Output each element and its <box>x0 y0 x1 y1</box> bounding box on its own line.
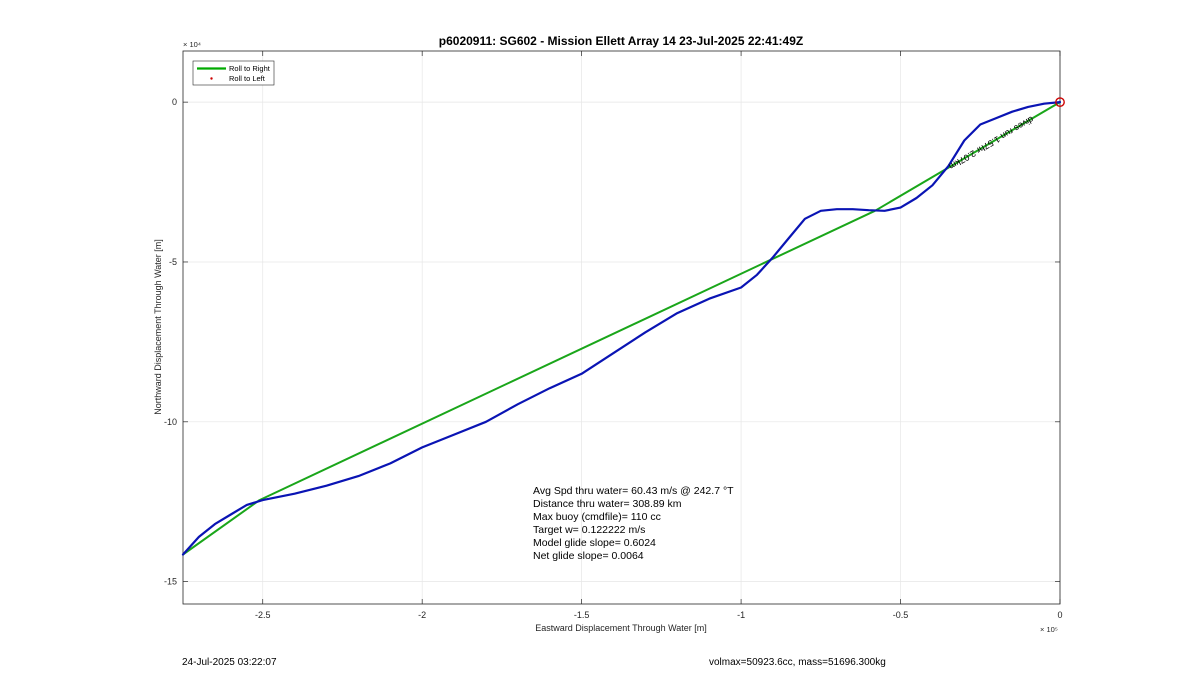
stat-distance: Distance thru water= 308.89 km <box>533 498 682 510</box>
series-track-line <box>181 100 1062 556</box>
footer-volmax-mass: volmax=50923.6cc, mass=51696.300kg <box>709 657 886 668</box>
x-exponent-label: × 10⁵ <box>1040 625 1058 634</box>
y-tick-label: -15 <box>164 577 177 587</box>
stat-model-glide: Model glide slope= 0.6024 <box>533 537 656 549</box>
series-layer <box>181 97 1065 556</box>
legend-box <box>192 60 275 86</box>
x-tick-label: -0.5 <box>893 610 909 620</box>
stat-target-w: Target w= 0.122222 m/s <box>533 524 645 536</box>
legend-label-roll-left: Roll to Left <box>229 74 266 83</box>
x-tick-label: 0 <box>1057 610 1062 620</box>
y-axis-label: Northward Displacement Through Water [m] <box>153 239 163 415</box>
x-axis-label: Eastward Displacement Through Water [m] <box>535 623 707 633</box>
footer-timestamp: 24-Jul-2025 03:22:07 <box>182 657 277 668</box>
y-tick-label: -5 <box>169 257 177 267</box>
stat-net-glide: Net glide slope= 0.0064 <box>533 550 644 562</box>
y-tick-label: -10 <box>164 417 177 427</box>
series-roll-right-line <box>182 101 1061 556</box>
plot-area <box>183 51 1060 604</box>
ticks: -2.5 -2 -1.5 -1 -0.5 0 0 -5 -10 -15 <box>164 51 1063 620</box>
plot-frame <box>182 50 1061 605</box>
x-tick-label: -1 <box>737 610 745 620</box>
end-marker <box>1055 97 1065 108</box>
x-tick-label: -2 <box>418 610 426 620</box>
x-tick-label: -2.5 <box>255 610 271 620</box>
stat-avg-speed: Avg Spd thru water= 60.43 m/s @ 242.7 °T <box>533 485 734 497</box>
chart-title: p6020911: SG602 - Mission Ellett Array 1… <box>439 34 803 48</box>
y-exponent-label: × 10⁴ <box>183 40 201 49</box>
legend: Roll to Right Roll to Left <box>192 60 275 86</box>
stat-max-buoy: Max buoy (cmdfile)= 110 cc <box>533 511 661 523</box>
stats-block: Avg Spd thru water= 60.43 m/s @ 242.7 °T… <box>533 485 734 562</box>
legend-label-roll-right: Roll to Right <box>229 64 271 73</box>
x-tick-label: -1.5 <box>574 610 590 620</box>
legend-dot-roll-left <box>210 77 213 80</box>
y-tick-label: 0 <box>172 97 177 107</box>
